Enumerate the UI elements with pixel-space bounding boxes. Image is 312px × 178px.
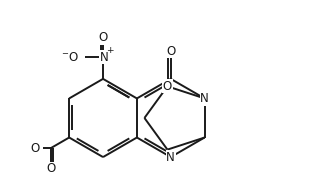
- Text: O: O: [30, 142, 40, 155]
- Text: N: N: [200, 92, 209, 105]
- Text: +: +: [105, 46, 113, 55]
- Text: N: N: [166, 151, 175, 164]
- Text: O: O: [98, 32, 108, 44]
- Text: O: O: [166, 44, 175, 57]
- Text: $^{-}$O: $^{-}$O: [61, 51, 79, 64]
- Text: O: O: [163, 80, 172, 93]
- Text: N: N: [100, 51, 109, 64]
- Text: O: O: [46, 163, 55, 176]
